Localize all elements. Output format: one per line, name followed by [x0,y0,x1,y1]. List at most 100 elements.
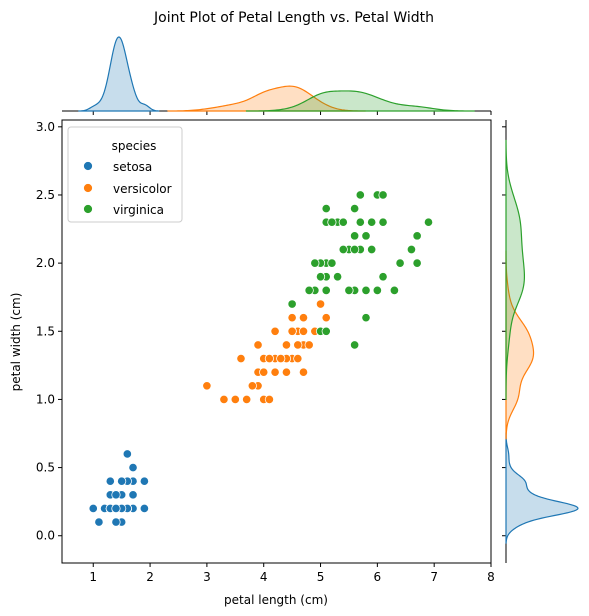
point-virginica [321,204,331,214]
legend-label-virginica: virginica [113,203,164,217]
x-tick-label: 2 [146,570,154,584]
point-versicolor [298,313,309,323]
x-tick-label: 4 [260,570,268,584]
plot-frame [61,119,492,564]
point-versicolor [264,353,274,364]
point-virginica [378,272,388,282]
x-tick-label: 6 [374,570,382,584]
point-virginica [310,258,320,268]
point-versicolor [287,326,297,336]
point-versicolor [202,381,212,391]
legend-label-setosa: setosa [113,160,152,174]
point-virginica [406,244,417,255]
y-tick-label: 2.5 [36,188,55,202]
right-kde-versicolor [505,250,535,440]
legend-label-versicolor: versicolor [113,182,172,196]
point-virginica [361,313,371,323]
point-virginica [350,340,360,350]
point-versicolor [281,340,292,350]
point-virginica [412,258,422,268]
point-setosa [122,449,132,459]
point-virginica [304,285,314,295]
point-versicolor [287,313,297,323]
legend: species setosa versicolor virginica [67,126,183,223]
point-versicolor [276,353,286,364]
point-virginica [321,326,331,336]
right-kde-virginica [505,139,526,400]
point-setosa [139,476,149,486]
point-setosa [105,476,115,486]
point-setosa [139,503,149,514]
y-tick-label: 2.0 [36,256,55,270]
top-kde-virginica [245,90,475,112]
point-virginica [344,285,354,295]
point-virginica [350,244,360,255]
point-versicolor [315,299,326,309]
point-virginica [378,190,388,200]
x-axis-label: petal length (cm) [224,593,328,607]
point-setosa [111,517,121,527]
point-setosa [117,476,127,486]
point-versicolor [242,394,252,405]
point-virginica [367,244,377,255]
x-axis-ticks: 1 2 3 4 5 6 7 8 [89,563,495,584]
y-tick-label: 1.5 [36,324,55,338]
point-versicolor [270,367,280,377]
point-virginica [412,231,422,241]
point-virginica [338,217,348,227]
point-virginica [361,285,371,295]
point-virginica [287,299,297,309]
x-tick-label: 5 [317,570,325,584]
top-marginal-kde [62,36,492,115]
point-versicolor [236,353,246,364]
point-virginica [389,285,399,295]
point-versicolor [270,326,280,336]
y-axis-ticks: 0.0 0.5 1.0 1.5 2.0 2.5 3.0 [36,120,62,543]
legend-title: species [112,139,157,153]
point-setosa [88,503,98,514]
point-versicolor [253,340,263,350]
point-virginica [367,217,377,227]
point-setosa [128,463,138,473]
point-setosa [111,490,121,500]
point-versicolor [219,394,229,405]
top-kde-versicolor [167,85,366,112]
y-tick-label: 0.5 [36,461,55,475]
legend-item-setosa: setosa [83,160,152,174]
point-virginica [321,285,331,295]
point-versicolor [298,326,309,336]
x-tick-label: 7 [430,570,438,584]
point-versicolor [298,367,309,377]
y-axis-label: petal width (cm) [9,293,23,392]
x-tick-label: 8 [487,570,495,584]
point-virginica [395,258,405,268]
right-marginal-kde [502,120,579,563]
main-scatter-axes: 1 2 3 4 5 6 7 8 0.0 0.5 1.0 1.5 2.0 2.5 3.0 [36,119,495,584]
point-versicolor [293,340,303,350]
point-setosa [94,517,104,527]
legend-marker-versicolor [83,183,93,193]
legend-marker-virginica [83,204,93,214]
x-tick-label: 1 [89,570,97,584]
point-virginica [378,217,388,227]
point-versicolor [264,394,274,405]
legend-marker-setosa [83,161,93,171]
point-versicolor [230,394,240,405]
point-virginica [355,217,365,227]
legend-box [67,126,183,223]
x-tick-label: 3 [203,570,211,584]
point-virginica [327,258,337,268]
top-kde-setosa [78,36,160,112]
point-virginica [350,231,360,241]
point-versicolor [304,340,314,350]
point-versicolor [281,367,292,377]
point-virginica [372,285,382,295]
point-versicolor [293,353,303,364]
point-virginica [361,231,371,241]
point-virginica [423,217,434,227]
point-virginica [338,244,348,255]
point-versicolor [259,367,269,377]
chart-title: Joint Plot of Petal Length vs. Petal Wid… [153,10,434,26]
point-virginica [315,272,326,282]
y-tick-label: 1.0 [36,392,55,406]
